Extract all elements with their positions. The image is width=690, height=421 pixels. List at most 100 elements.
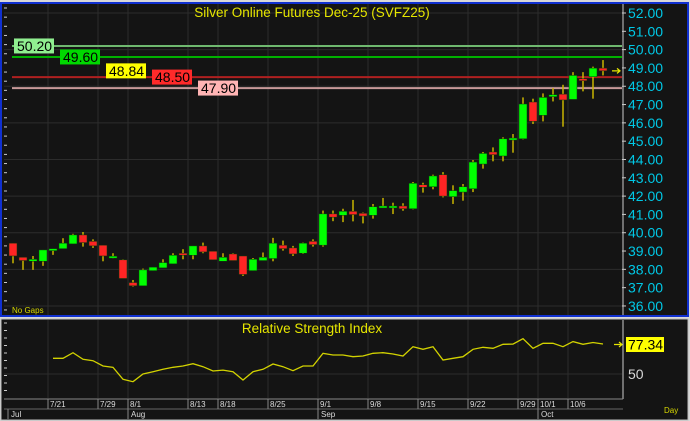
candle-up[interactable] (48, 248, 58, 251)
candle-up[interactable] (38, 249, 48, 262)
level-badge (198, 80, 238, 96)
price-tick-label: 47.00 (628, 97, 663, 113)
candle-up[interactable] (368, 206, 378, 216)
candle-up[interactable] (478, 153, 488, 165)
price-tick-label: 50.00 (628, 42, 663, 58)
candle-down[interactable] (278, 244, 288, 249)
date-tick-label: 10/1 (540, 400, 556, 409)
candle-down[interactable] (178, 252, 188, 256)
candle-down[interactable] (528, 101, 538, 122)
candle-up[interactable] (568, 75, 578, 100)
period-label[interactable]: Day (664, 406, 678, 415)
price-tick-label: 39.00 (628, 243, 663, 259)
level-labels: 50.20 49.60 48.84 48.50 47.90 (14, 38, 238, 96)
month-tick-label: Oct (541, 410, 554, 419)
date-tick-label: 8/25 (270, 400, 286, 409)
candle-down[interactable] (208, 250, 218, 261)
candle-down[interactable] (418, 184, 428, 188)
rsi-last-value: 77.34 (628, 337, 663, 353)
date-tick-label: 8/18 (220, 400, 236, 409)
level-badge (152, 69, 192, 85)
candle-down[interactable] (288, 247, 298, 255)
price-tick-label: 42.00 (628, 188, 663, 204)
date-axis[interactable]: 7/21 7/29 8/1 8/13 8/18 8/25 9/1 9/8 9/15 9/22 9/2… (7, 399, 586, 419)
candle-up[interactable] (28, 259, 38, 262)
date-tick-label: 10/6 (570, 400, 586, 409)
month-tick-label: Aug (131, 410, 145, 419)
candle-down[interactable] (78, 234, 88, 243)
candle-down[interactable] (558, 93, 568, 101)
candle-down[interactable] (438, 174, 448, 197)
candle-down[interactable] (308, 241, 318, 245)
rsi-last-badge (626, 337, 664, 352)
candle-up[interactable] (158, 262, 168, 269)
price-tick-label: 49.00 (628, 60, 663, 76)
candle-down[interactable] (98, 244, 108, 257)
candle-up[interactable] (378, 205, 388, 209)
candle-down[interactable] (328, 213, 338, 218)
candle-down[interactable] (358, 213, 368, 217)
candle-up[interactable] (188, 245, 198, 256)
date-tick-label: 9/1 (320, 400, 332, 409)
candle-down[interactable] (228, 253, 238, 261)
candle-up[interactable] (318, 213, 328, 246)
candle-up[interactable] (508, 137, 518, 141)
candle-up[interactable] (168, 254, 178, 265)
candle-up[interactable] (588, 67, 598, 77)
candle-up[interactable] (148, 266, 158, 271)
price-tick-label: 44.00 (628, 151, 663, 167)
candle-up[interactable] (448, 190, 458, 197)
candle-up[interactable] (548, 94, 558, 97)
candle-down[interactable] (238, 255, 248, 275)
candle-down[interactable] (198, 245, 208, 253)
candle-up[interactable] (68, 234, 78, 245)
candle-up[interactable] (428, 175, 438, 188)
candle-down[interactable] (118, 259, 128, 279)
month-tick-label: Sep (321, 410, 336, 419)
candle-up[interactable] (108, 255, 118, 259)
candle-up[interactable] (58, 242, 68, 249)
candle-up[interactable] (248, 259, 258, 271)
price-axis[interactable]: 52.00 51.00 50.00 49.00 48.00 47.00 46.00 45.00… (622, 5, 663, 314)
month-tick-label: Jul (11, 410, 21, 419)
candle-down[interactable] (18, 257, 28, 261)
rsi-grid (4, 320, 622, 398)
chart-title: Silver Online Futures Dec-25 (SVFZ25) (194, 5, 430, 20)
price-tick-label: 46.00 (628, 115, 663, 131)
candle-down[interactable] (88, 241, 98, 247)
candle-up[interactable] (298, 242, 308, 254)
candle-down[interactable] (128, 282, 138, 287)
candle-up[interactable] (468, 161, 478, 190)
candle-up[interactable] (258, 257, 268, 261)
price-panel[interactable]: 52.00 51.00 50.00 49.00 48.00 47.00 46.00 45.00… (0, 2, 689, 317)
candle-down[interactable] (578, 78, 588, 81)
candle-up[interactable] (218, 257, 228, 262)
date-tick-label: 7/21 (50, 400, 66, 409)
candle-down[interactable] (488, 151, 498, 155)
price-tick-label: 36.00 (628, 298, 663, 314)
candle-up[interactable] (538, 97, 548, 116)
price-tick-label: 43.00 (628, 170, 663, 186)
candles (8, 60, 608, 287)
candle-up[interactable] (458, 186, 468, 193)
date-tick-label: 7/29 (100, 400, 116, 409)
candle-down[interactable] (348, 211, 358, 215)
candle-up[interactable] (388, 205, 398, 209)
candle-up[interactable] (518, 103, 528, 140)
date-tick-label: 8/13 (190, 400, 206, 409)
candle-up[interactable] (338, 211, 348, 216)
price-tick-label: 51.00 (628, 23, 663, 39)
candle-down[interactable] (398, 205, 408, 209)
price-tick-label: 40.00 (628, 225, 663, 241)
candle-down[interactable] (8, 242, 18, 257)
candle-up[interactable] (138, 269, 148, 287)
candle-up[interactable] (498, 138, 508, 157)
date-tick-label: 9/8 (370, 400, 382, 409)
price-tick-label: 52.00 (628, 5, 663, 21)
candle-down[interactable] (598, 67, 608, 72)
rsi-panel[interactable]: Relative Strength Index 50 77.34 7/21 7/2… (0, 318, 689, 421)
candle-up[interactable] (408, 183, 418, 209)
candle-up[interactable] (268, 242, 278, 259)
date-tick-label: 9/15 (420, 400, 436, 409)
